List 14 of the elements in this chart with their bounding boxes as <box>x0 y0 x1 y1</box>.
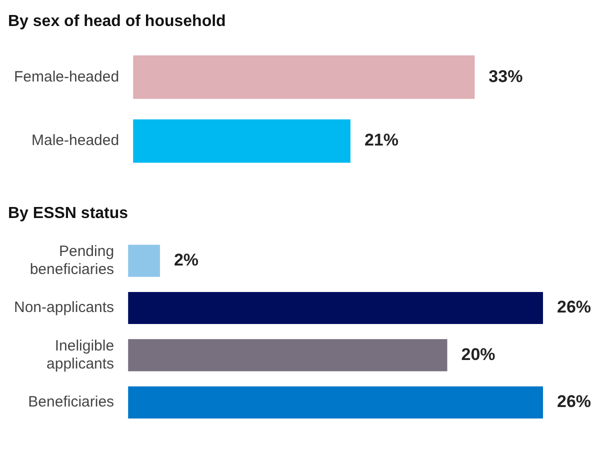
data-label: 26% <box>557 392 592 412</box>
data-label: 33% <box>488 66 523 86</box>
data-label: 26% <box>557 298 592 317</box>
chart-title: By ESSN status <box>8 205 128 222</box>
y-tick-label: Ineligible applicants <box>46 337 114 372</box>
y-tick-label: Non-applicants <box>14 299 114 316</box>
y-tick-label: Female-headed <box>14 68 120 86</box>
data-label: 20% <box>461 344 496 364</box>
data-label: 21% <box>364 130 398 150</box>
chart-title: By sex of head of household <box>8 13 226 30</box>
y-tick-label: Beneficiaries <box>28 394 114 411</box>
y-tick-label: Male-headed <box>32 132 120 150</box>
y-tick-label: Pending beneficiaries <box>30 242 114 278</box>
data-label: 2% <box>174 250 199 270</box>
